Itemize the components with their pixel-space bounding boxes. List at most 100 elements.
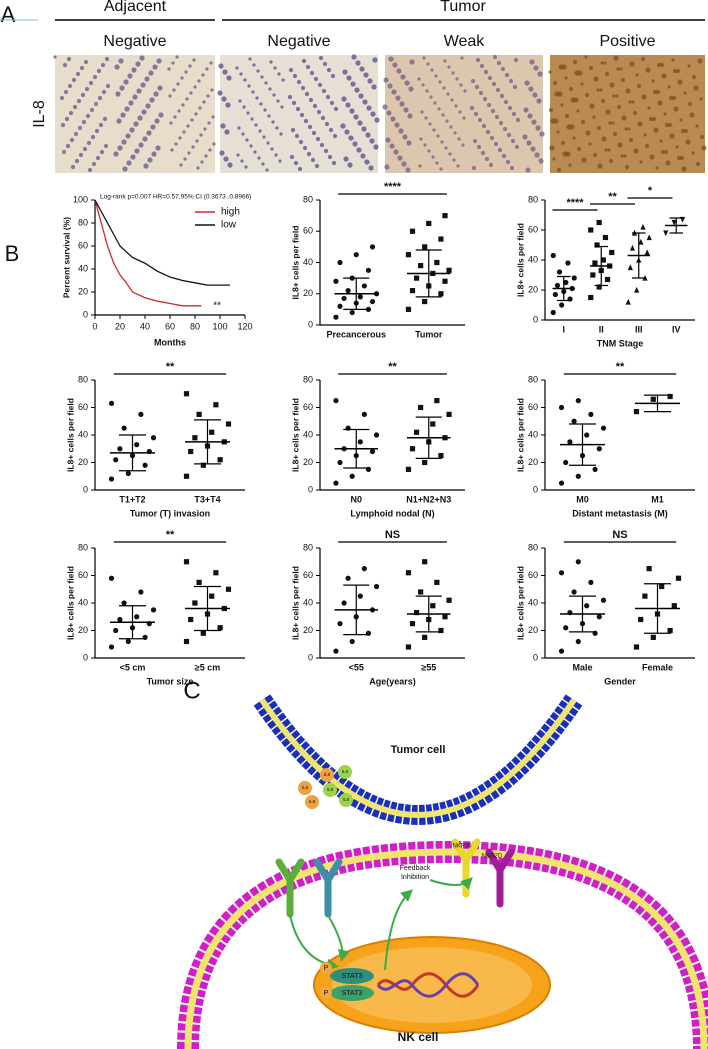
cell-nucleus [679, 155, 685, 161]
cell-nucleus [187, 151, 191, 155]
cell-nucleus [264, 81, 268, 85]
data-point [634, 286, 640, 293]
cell-nucleus [124, 106, 130, 112]
il8-label: IL8 [302, 785, 309, 790]
cell-nucleus [418, 164, 422, 168]
cell-nucleus [182, 130, 186, 134]
cell-nucleus [691, 74, 697, 80]
cell-nucleus [304, 91, 310, 97]
x-tick-label: <55 [349, 662, 364, 672]
survival-curve [94, 199, 230, 286]
cell-nucleus [645, 67, 651, 73]
cell-nucleus [669, 133, 675, 139]
cell-nucleus [372, 57, 378, 63]
cell-nucleus [265, 168, 269, 172]
cell-nucleus [136, 88, 142, 94]
cell-nucleus [73, 131, 79, 137]
cell-nucleus [223, 156, 229, 162]
cell-nucleus [59, 95, 65, 101]
data-point [596, 284, 602, 290]
data-point [575, 559, 581, 565]
cell-nucleus [487, 75, 493, 81]
cell-nucleus [255, 96, 259, 100]
cell-nucleus [452, 158, 456, 162]
cell-nucleus [538, 158, 544, 164]
cell-nucleus [97, 95, 103, 101]
cell-nucleus [156, 58, 162, 64]
cell-nucleus [398, 128, 404, 134]
cell-nucleus [287, 94, 293, 100]
cell-nucleus [663, 112, 667, 116]
x-tick-label: ≥5 cm [195, 662, 220, 672]
cell-nucleus [601, 136, 607, 142]
cell-nucleus [428, 122, 432, 126]
cell-nucleus [435, 161, 439, 165]
data-point [434, 579, 440, 585]
cell-nucleus [314, 163, 320, 169]
stat3-label: STAT3 [342, 990, 363, 997]
cell-nucleus [600, 61, 604, 65]
cell-nucleus [457, 137, 461, 141]
cell-nucleus [171, 61, 175, 65]
cell-nucleus [556, 130, 560, 134]
il8-molecule [320, 768, 334, 782]
data-point [592, 260, 598, 266]
cell-nucleus [548, 70, 552, 74]
x-tick-label: 40 [140, 321, 150, 331]
data-point [422, 244, 428, 250]
group-header: Tumor [440, 0, 486, 15]
y-axis-label: IL8+ cells per field [515, 398, 525, 472]
cell-nucleus [240, 159, 244, 163]
cell-nucleus [94, 128, 100, 134]
cell-nucleus [503, 99, 509, 105]
y-tick-label: 20 [78, 286, 88, 296]
cell-nucleus [243, 78, 247, 82]
cell-nucleus [627, 127, 631, 131]
data-point [361, 411, 367, 417]
cell-nucleus [574, 70, 580, 76]
cell-nucleus [609, 82, 615, 88]
cell-nucleus [251, 90, 255, 94]
significance: NS [385, 529, 400, 541]
cell-nucleus [605, 109, 611, 115]
cell-nucleus [203, 127, 207, 131]
cell-nucleus [280, 105, 284, 109]
cell-nucleus [275, 126, 279, 130]
cell-nucleus [63, 89, 69, 95]
cell-nucleus [125, 133, 131, 139]
signal-arrow [384, 889, 413, 971]
cell-nucleus [667, 122, 673, 128]
cell-nucleus [675, 145, 679, 149]
cell-nucleus [649, 154, 655, 160]
y-tick-label: 80 [528, 374, 538, 384]
cell-nucleus [361, 126, 367, 132]
signal-arrow [289, 914, 339, 971]
significance: **** [566, 197, 584, 209]
cell-nucleus [208, 148, 212, 152]
cell-nucleus [693, 85, 699, 91]
il8-molecule [298, 781, 312, 795]
cell-nucleus [130, 154, 136, 160]
cell-nucleus [699, 134, 705, 140]
data-point [633, 409, 640, 415]
data-point [552, 291, 558, 298]
cell-nucleus [397, 155, 403, 161]
data-point [188, 616, 194, 623]
cell-nucleus [668, 95, 674, 101]
cell-nucleus [217, 90, 223, 96]
cell-nucleus [679, 118, 683, 122]
cell-nucleus [570, 97, 576, 103]
cell-nucleus [423, 143, 427, 147]
cell-nucleus [148, 70, 154, 76]
column-title: Weak [444, 33, 486, 50]
cell-nucleus [117, 145, 123, 151]
cell-nucleus [342, 69, 348, 75]
x-tick-label: M0 [576, 494, 589, 504]
data-point [650, 396, 656, 402]
data-point [604, 276, 611, 283]
cell-nucleus [191, 145, 195, 149]
cell-nucleus [531, 119, 537, 125]
cell-nucleus [629, 61, 635, 67]
y-axis-label: IL8+ cells per field [515, 566, 525, 640]
cell-nucleus [494, 114, 500, 120]
